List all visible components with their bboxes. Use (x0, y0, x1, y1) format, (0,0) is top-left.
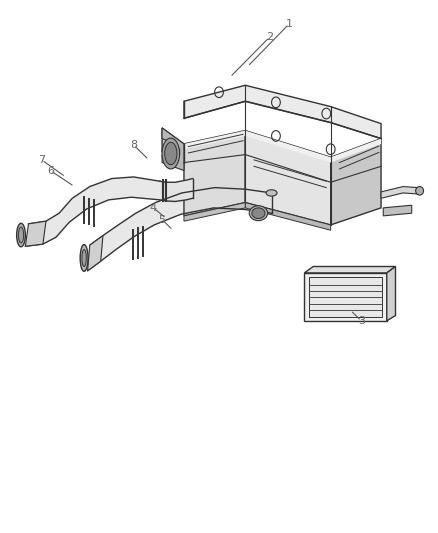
Ellipse shape (18, 227, 24, 243)
Polygon shape (162, 128, 184, 171)
Text: 5: 5 (159, 215, 166, 224)
Polygon shape (25, 177, 160, 246)
Text: 6: 6 (47, 166, 54, 175)
Polygon shape (381, 187, 418, 198)
Ellipse shape (82, 249, 86, 266)
Ellipse shape (416, 187, 424, 195)
Polygon shape (184, 85, 381, 139)
Ellipse shape (162, 138, 180, 169)
Polygon shape (387, 266, 396, 321)
Text: 1: 1 (286, 19, 293, 29)
Ellipse shape (249, 206, 268, 221)
Polygon shape (160, 179, 193, 201)
Ellipse shape (17, 223, 25, 247)
Polygon shape (184, 203, 245, 221)
Ellipse shape (165, 142, 177, 165)
Text: 8: 8 (130, 140, 137, 150)
Ellipse shape (266, 190, 277, 196)
Polygon shape (245, 131, 331, 225)
Polygon shape (184, 131, 381, 163)
Polygon shape (25, 221, 46, 246)
Polygon shape (331, 139, 381, 225)
Polygon shape (88, 188, 272, 271)
Polygon shape (245, 203, 331, 230)
Polygon shape (304, 266, 396, 273)
Polygon shape (88, 236, 103, 271)
Text: 2: 2 (266, 33, 273, 42)
Text: 4: 4 (150, 203, 157, 213)
Bar (304, 273, 387, 321)
Polygon shape (184, 131, 245, 216)
Ellipse shape (80, 245, 88, 271)
Polygon shape (383, 205, 412, 216)
Polygon shape (162, 128, 184, 163)
Text: 7: 7 (38, 155, 45, 165)
Text: 3: 3 (358, 316, 365, 326)
Ellipse shape (252, 208, 265, 219)
Bar (309, 277, 382, 317)
